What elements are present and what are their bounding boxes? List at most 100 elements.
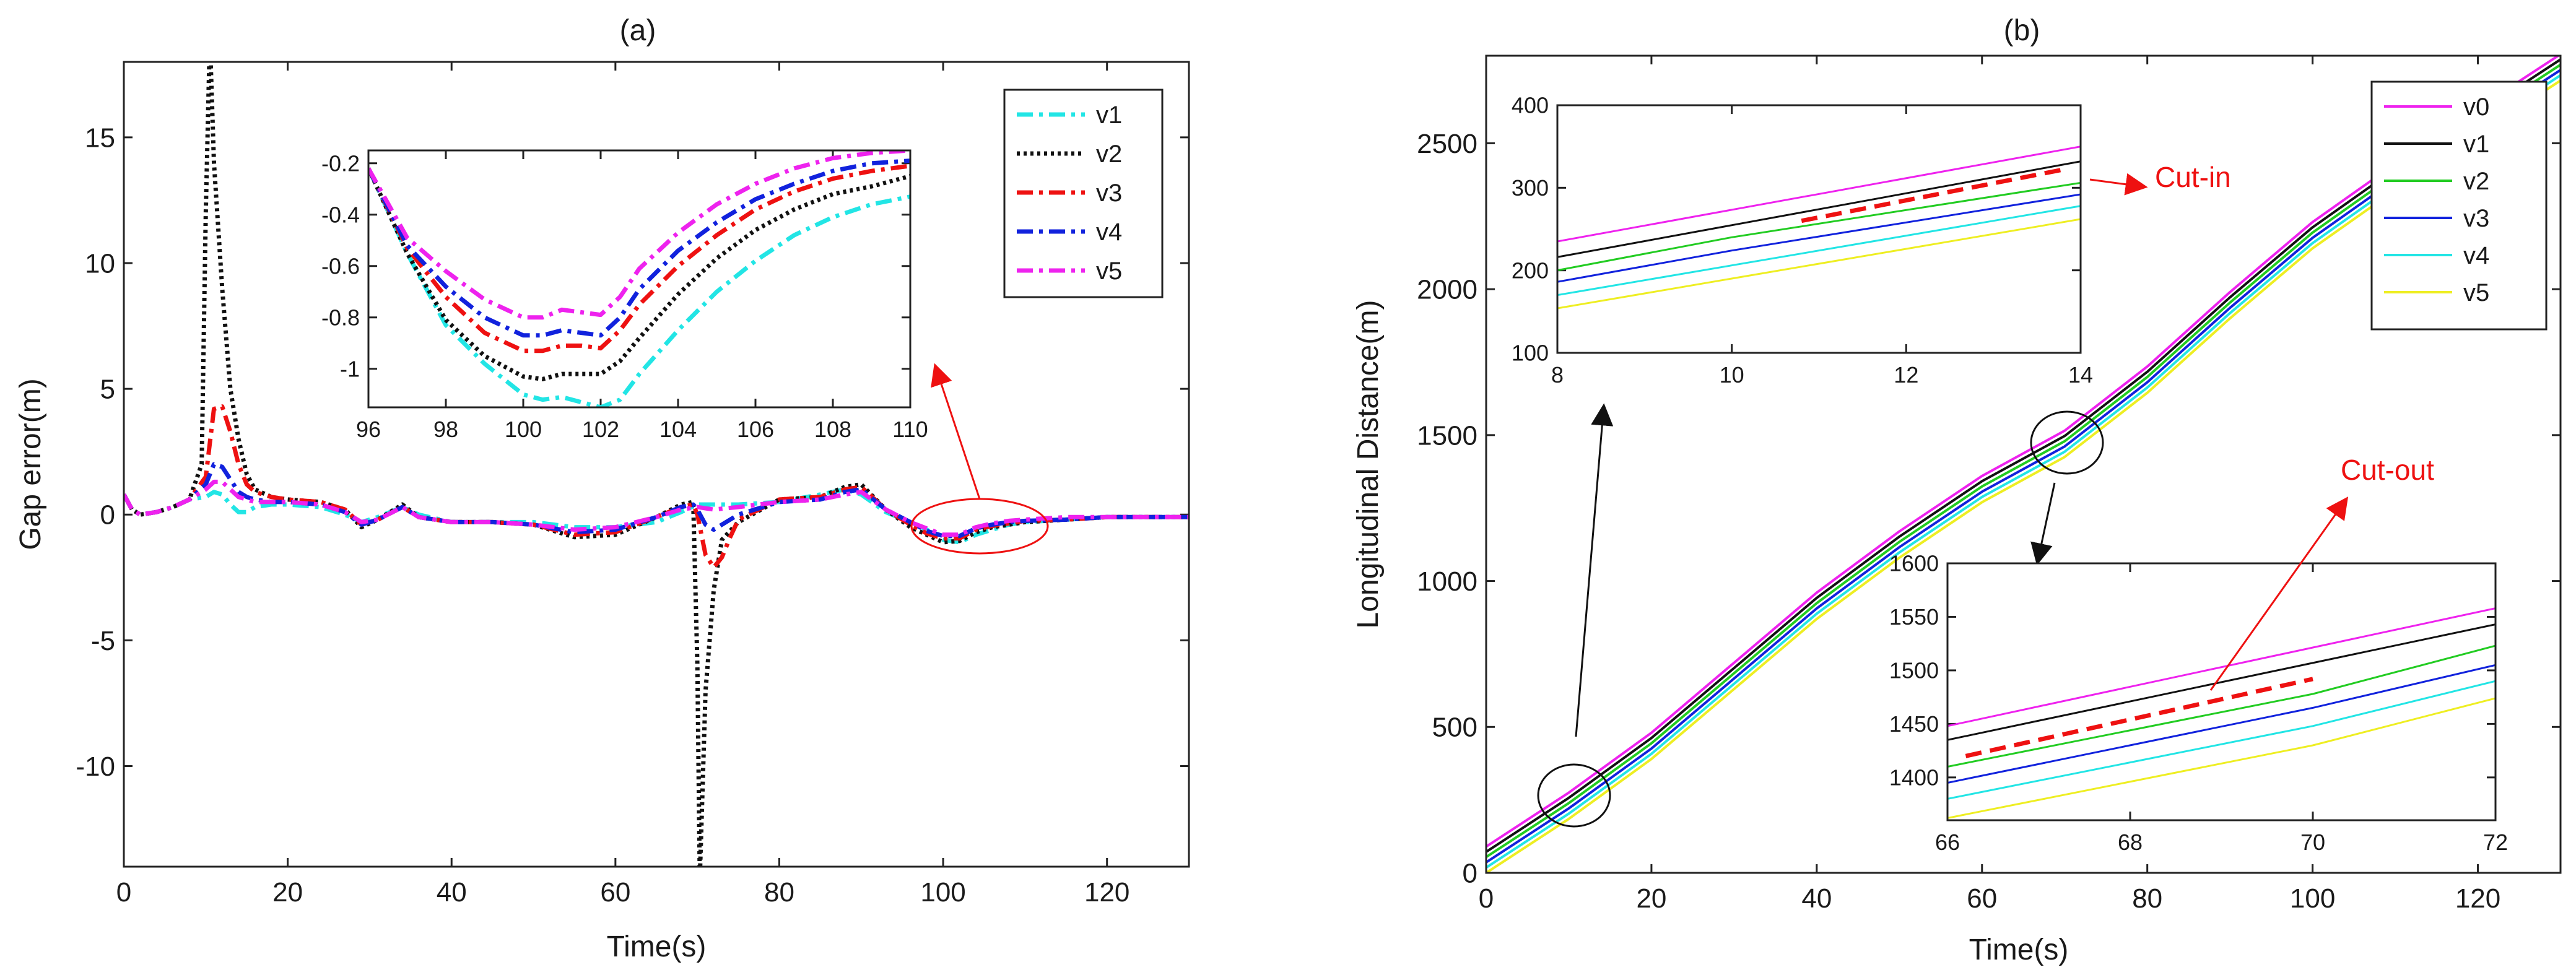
x-tick-label: 106 xyxy=(737,417,774,442)
y-tick-label: 1550 xyxy=(1889,604,1939,630)
panel-b-zoom-arrow-1 xyxy=(1575,403,1614,737)
y-tick-label: -5 xyxy=(91,626,115,656)
series-line-v5 xyxy=(1557,218,2081,310)
panel-a: (a) 0 20 40 60 80 100 120 -10 -5 0 5 10 15 Time(s) G… xyxy=(14,14,1190,963)
x-tick-label: 10 xyxy=(1720,362,1744,388)
legend-label-v2: v2 xyxy=(2463,168,2489,195)
y-tick-label: 500 xyxy=(1432,713,1477,743)
x-tick-label: 98 xyxy=(433,417,458,442)
x-tick-label: 100 xyxy=(920,877,965,908)
series-line-v3 xyxy=(124,404,1189,570)
y-tick-label: 200 xyxy=(1512,258,1549,283)
x-tick-label: 110 xyxy=(892,417,928,442)
panel-b-zoom-circle-1 xyxy=(1537,763,1611,828)
panel-a-title: (a) xyxy=(620,14,656,47)
x-tick-label: 0 xyxy=(116,877,131,908)
x-tick-label: 8 xyxy=(1551,362,1564,388)
y-tick-label: -0.2 xyxy=(321,150,360,176)
x-tick-label: 108 xyxy=(814,417,851,442)
y-tick-label: 0 xyxy=(1463,858,1477,888)
x-tick-label: 72 xyxy=(2483,830,2508,855)
y-tick-label: 400 xyxy=(1512,93,1549,118)
panel-b-inset-2: 66 68 70 72 1400 1450 1500 1550 1600 xyxy=(1889,551,2508,855)
x-tick-label: 80 xyxy=(764,877,794,908)
legend-label-v2: v2 xyxy=(1096,141,1122,168)
panel-b-axes: 0 20 40 60 80 100 120 0 500 1000 1500 2000 2500 xyxy=(1417,56,2561,914)
x-tick-label: 100 xyxy=(2290,883,2335,914)
legend-label-v3: v3 xyxy=(2463,205,2489,232)
legend-label-v1: v1 xyxy=(2463,131,2489,158)
x-tick-label: 40 xyxy=(437,877,467,908)
x-tick-label: 20 xyxy=(1636,883,1666,914)
panel-a-ylabel: Gap error(m) xyxy=(14,378,47,550)
series-line-v0 xyxy=(1557,145,2081,243)
cut-in-arrow xyxy=(2089,173,2148,196)
series-line-v4 xyxy=(1557,205,2081,297)
x-tick-label: 60 xyxy=(1967,883,1997,914)
x-tick-label: 40 xyxy=(1801,883,1832,914)
series-line-v3 xyxy=(1557,193,2081,283)
x-tick-label: 12 xyxy=(1894,362,1918,388)
series-line-v2 xyxy=(1557,181,2081,272)
series-line-v4 xyxy=(368,158,910,338)
series-line-v3 xyxy=(368,163,910,353)
x-tick-label: 104 xyxy=(659,417,697,442)
series-line-v3 xyxy=(1947,664,2496,784)
series-line-v2 xyxy=(1947,644,2496,768)
x-tick-label: 70 xyxy=(2300,830,2325,855)
y-tick-label: 1400 xyxy=(1889,765,1939,790)
y-tick-label: 1000 xyxy=(1417,566,1477,597)
panel-a-legend: v1 v2 v3 v4 v5 xyxy=(1003,89,1164,298)
series-line-cut-out xyxy=(1965,677,2313,758)
y-tick-label: 1450 xyxy=(1889,711,1939,737)
x-tick-label: 60 xyxy=(600,877,630,908)
cut-in-label: Cut-in xyxy=(2155,161,2231,193)
legend-label-v5: v5 xyxy=(1096,258,1122,285)
x-tick-label: 120 xyxy=(2455,883,2500,914)
series-line-v5 xyxy=(124,479,1189,537)
y-tick-label: -0.8 xyxy=(321,305,360,330)
x-tick-label: 0 xyxy=(1479,883,1494,914)
x-tick-label: 68 xyxy=(2118,830,2143,855)
y-tick-label: 2500 xyxy=(1417,129,1477,159)
panel-b: (b) 0 20 40 60 80 100 12005001000150020002500 … xyxy=(1352,14,2562,966)
x-tick-label: 80 xyxy=(2132,883,2162,914)
legend-label-v4: v4 xyxy=(2463,242,2489,269)
panel-b-title: (b) xyxy=(2004,14,2040,47)
panel-b-legend: v0 v1 v2 v3 v4 v5 xyxy=(2370,80,2548,331)
x-tick-label: 20 xyxy=(272,877,303,908)
y-tick-label: -1 xyxy=(340,356,360,381)
series-line-v4 xyxy=(124,462,1189,539)
panel-a-frame xyxy=(123,61,1190,868)
y-tick-label: 0 xyxy=(100,500,115,531)
series-line-v4 xyxy=(1947,680,2496,800)
y-tick-label: 100 xyxy=(1512,340,1549,366)
series-line-v1 xyxy=(368,167,910,407)
y-tick-label: 15 xyxy=(85,123,115,153)
series-line-v5 xyxy=(368,150,910,320)
y-tick-label: 10 xyxy=(85,248,115,279)
series-line-v1 xyxy=(1557,160,2081,258)
panel-a-zoom-arrow xyxy=(931,363,981,500)
cut-out-label: Cut-out xyxy=(2341,454,2434,486)
series-line-cut-in xyxy=(1801,167,2064,223)
y-tick-label: -0.4 xyxy=(321,202,360,227)
cut-out-arrow xyxy=(2209,496,2349,691)
series-line-v0 xyxy=(1947,607,2496,727)
series-line-v1 xyxy=(1947,623,2496,741)
x-tick-label: 102 xyxy=(582,417,619,442)
x-tick-label: 96 xyxy=(356,417,381,442)
series-line-v1 xyxy=(124,487,1189,545)
y-tick-label: -10 xyxy=(76,752,115,782)
x-tick-label: 14 xyxy=(2068,362,2093,388)
y-tick-label: 1500 xyxy=(1417,420,1477,451)
x-tick-label: 100 xyxy=(505,417,542,442)
panel-b-ylabel: Longitudinal Distance(m) xyxy=(1352,300,1385,629)
series-line-v2 xyxy=(368,167,910,381)
legend-label-v0: v0 xyxy=(2463,93,2489,121)
y-tick-label: -0.6 xyxy=(321,253,360,279)
legend-label-v3: v3 xyxy=(1096,180,1122,207)
legend-label-v1: v1 xyxy=(1096,102,1122,129)
x-tick-label: 66 xyxy=(1935,830,1960,855)
